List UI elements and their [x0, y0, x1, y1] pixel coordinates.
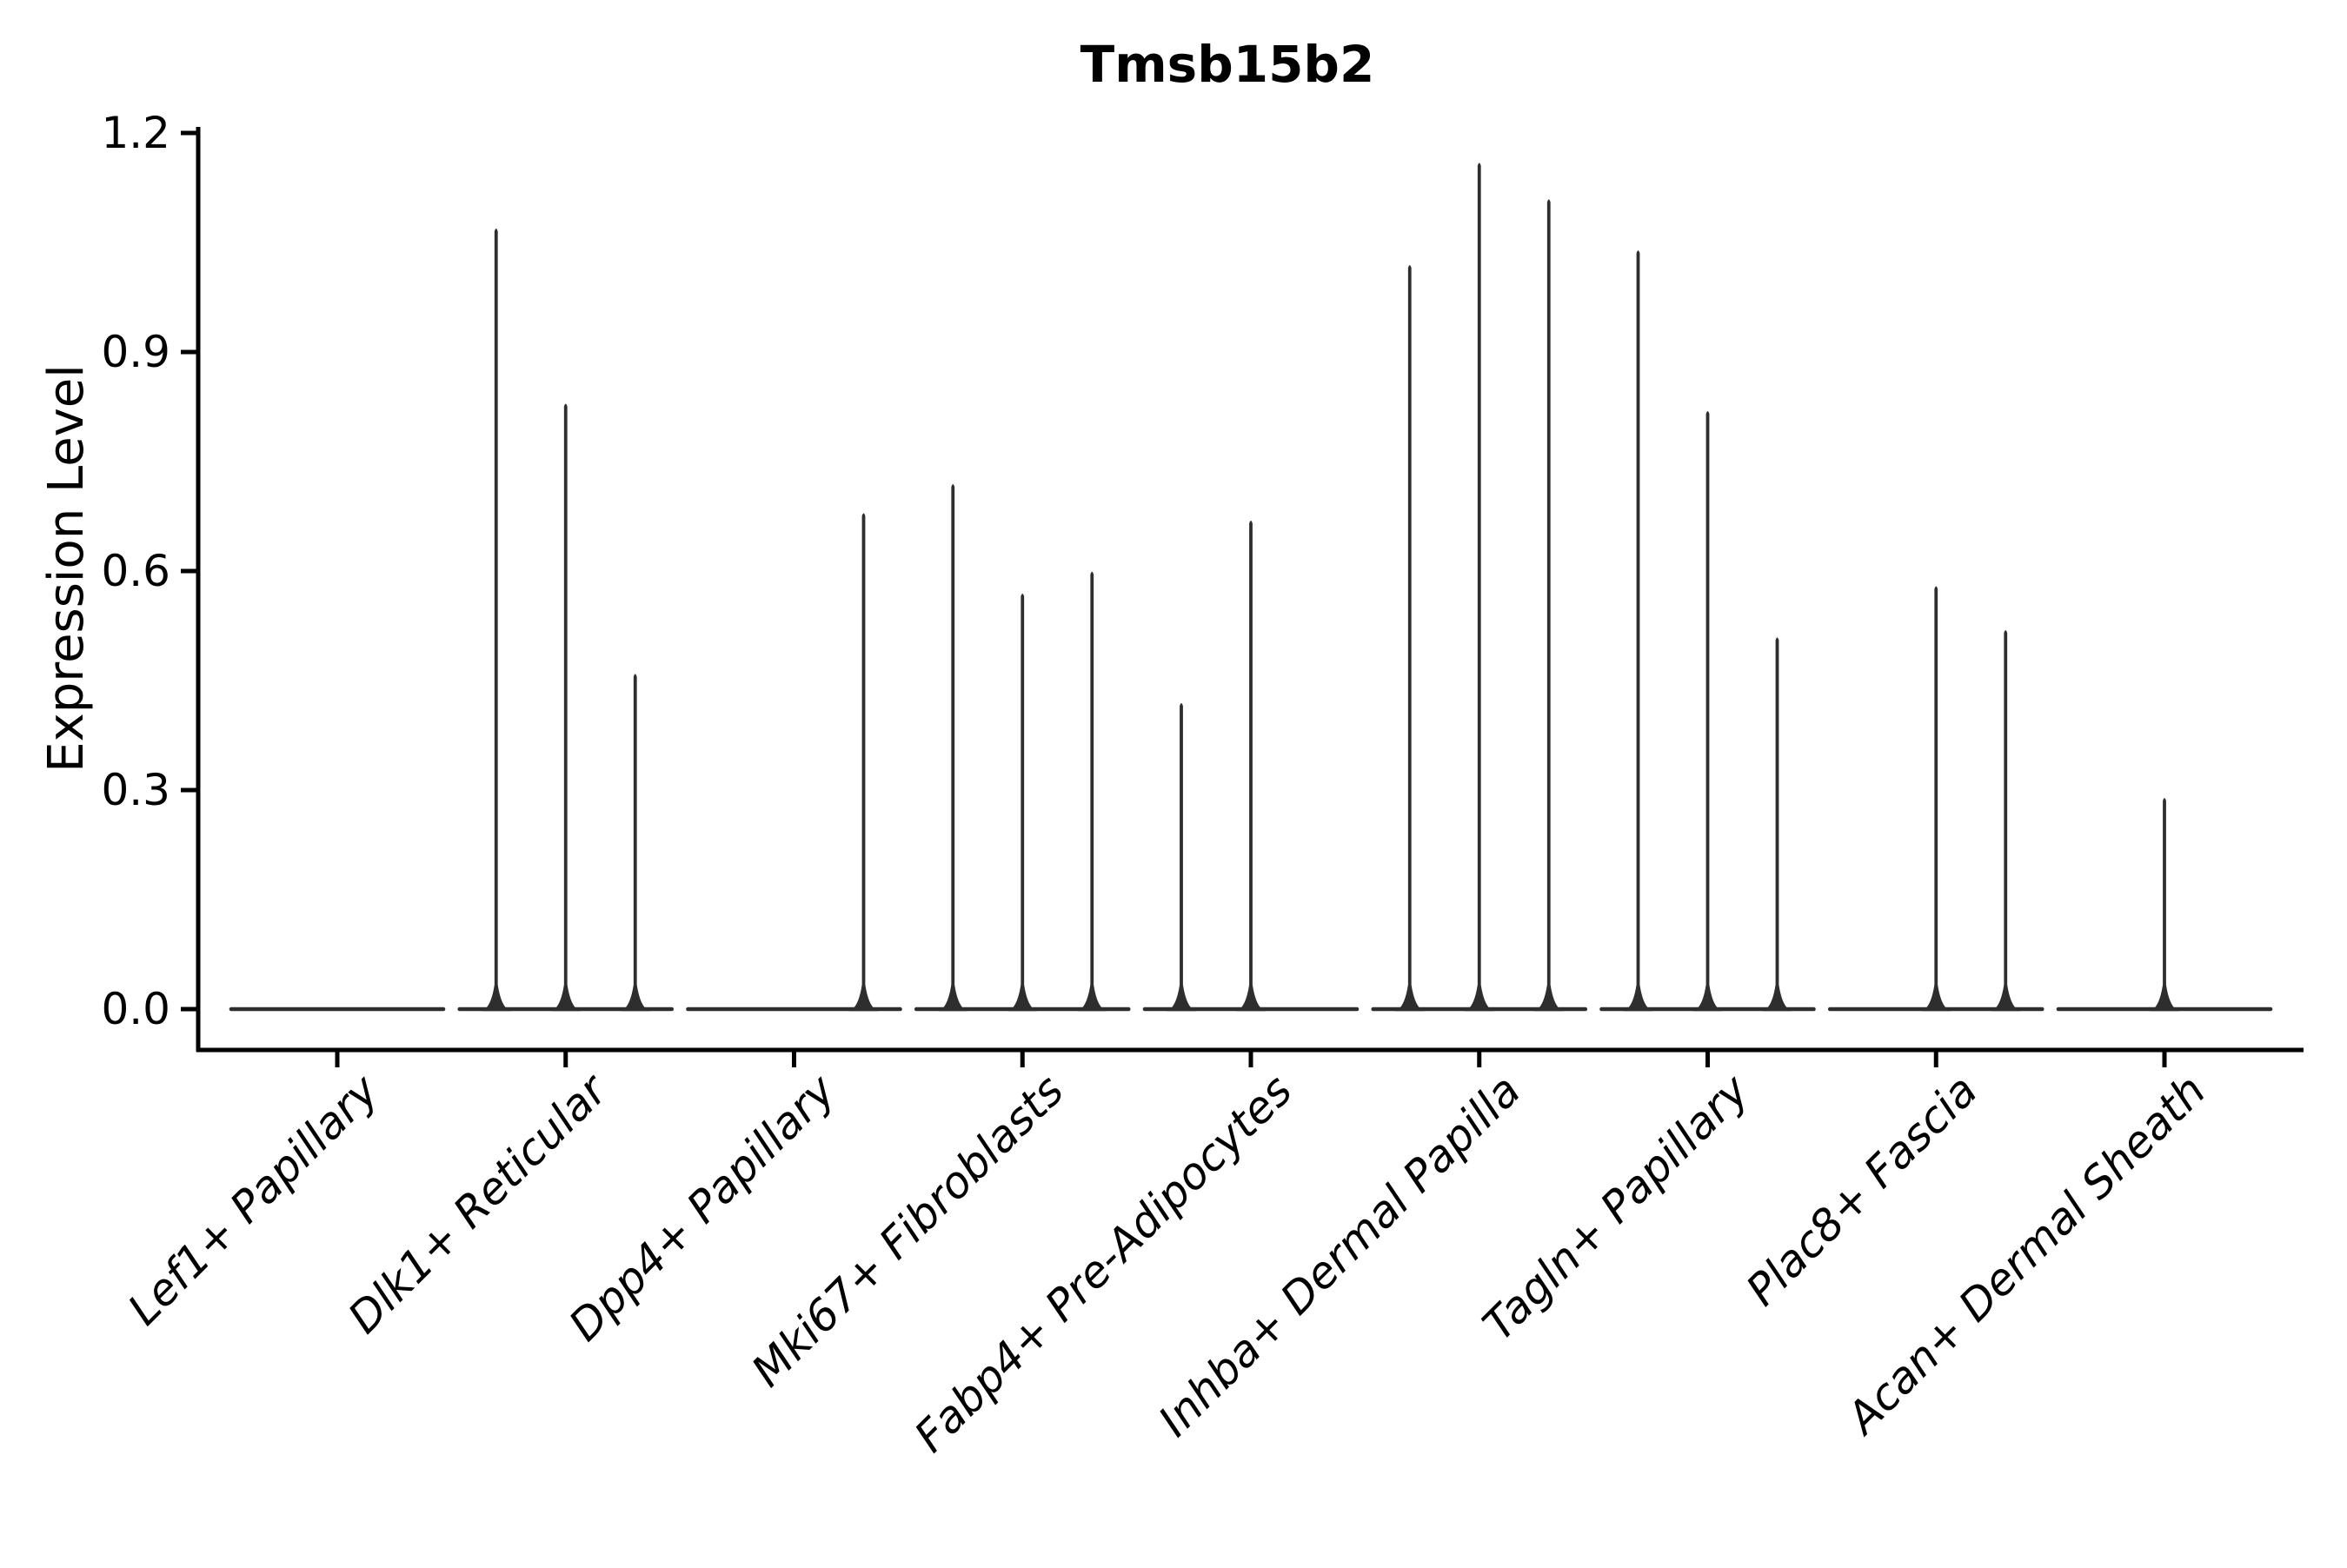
violin-spike: [1533, 199, 1564, 1012]
y-tick-label: 0.3: [101, 765, 170, 815]
y-axis-label: Expression Level: [38, 364, 95, 773]
violin-spike: [1236, 520, 1266, 1012]
y-tick-label: 0.9: [101, 327, 170, 377]
x-tick-label: Acan+ Dermal Sheath: [1836, 1065, 2216, 1445]
chart-title: Tmsb15b2: [1080, 35, 1375, 94]
x-tick-label: Lef1+ Papillary: [118, 1064, 389, 1334]
violin-spike: [1692, 410, 1723, 1012]
violin-spike: [1991, 629, 2021, 1012]
violin-spike: [1762, 637, 1792, 1012]
violin-spike: [848, 513, 879, 1012]
violin-spike: [938, 483, 968, 1012]
violin-spike: [1167, 702, 1196, 1012]
y-tick-label: 0.6: [101, 546, 170, 596]
x-tick-label: Plac8+ Fascia: [1737, 1065, 1987, 1315]
violin-spike: [550, 403, 581, 1012]
y-tick-label: 1.2: [101, 108, 170, 158]
violin-spike: [1077, 571, 1107, 1012]
violin-spike: [1464, 163, 1494, 1012]
violin-spike: [481, 228, 511, 1012]
violin-spike: [2150, 798, 2179, 1012]
violin-spike: [1007, 593, 1038, 1012]
x-tick-label: Inhba+ Dermal Papilla: [1149, 1065, 1530, 1445]
violin-spike: [1394, 264, 1425, 1012]
violin-spike: [1921, 586, 1951, 1012]
y-tick-label: 0.0: [101, 984, 170, 1034]
x-tick-label: Fabp4+ Pre-Adipocytes: [905, 1065, 1302, 1462]
y-axis: 0.0 0.3 0.6 0.9 1.2: [101, 108, 201, 1052]
violin-spike: [1623, 250, 1653, 1012]
violins: [229, 163, 2273, 1012]
violin-spike: [620, 674, 650, 1012]
